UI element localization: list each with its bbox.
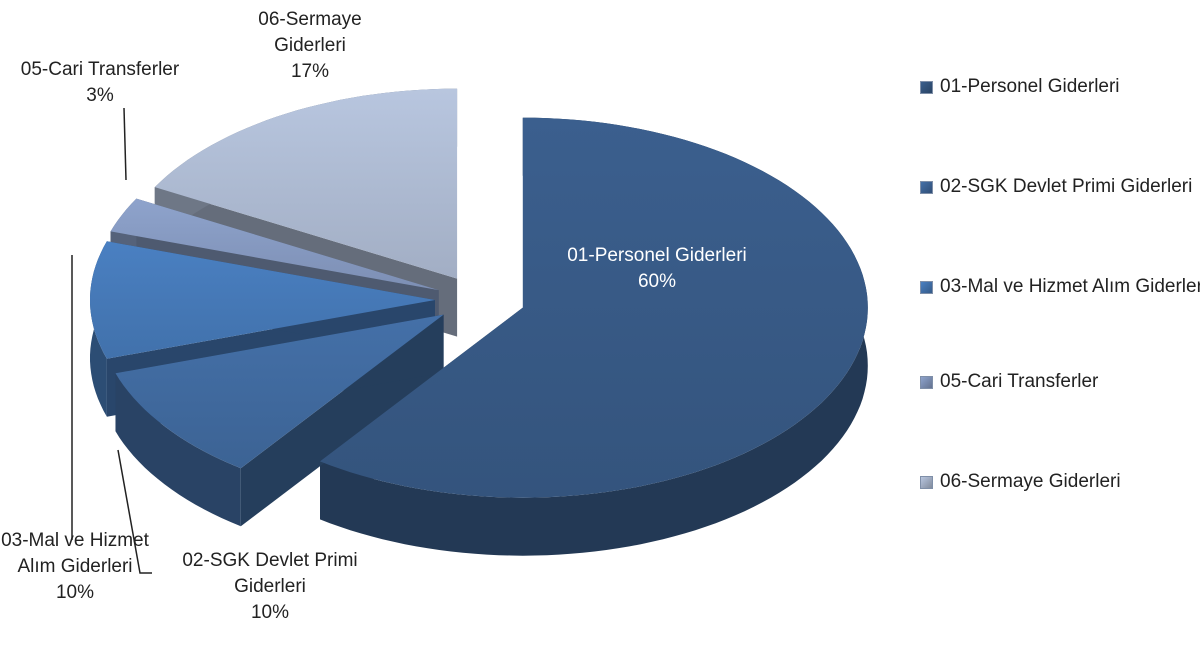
data-label: 02-SGK Devlet Primi Giderleri 10%: [170, 548, 370, 626]
data-label-name: 03-Mal ve Hizmet Alım Giderleri: [1, 530, 149, 577]
slice-outer-wall: [115, 373, 241, 527]
data-label-value: 3%: [86, 85, 114, 106]
data-label: 03-Mal ve Hizmet Alım Giderleri 10%: [0, 528, 150, 606]
legend-item: 01-Personel Giderleri: [920, 72, 1200, 102]
data-label-value: 17%: [290, 61, 330, 82]
legend-label: 02-SGK Devlet Primi Giderleri: [940, 176, 1193, 197]
data-label-value: 60%: [637, 271, 677, 292]
legend-swatch: [920, 376, 933, 389]
pie-slice: [154, 88, 458, 279]
legend-swatch: [920, 181, 933, 194]
slice-outer-wall: [320, 117, 868, 556]
data-label: 06-Sermaye Giderleri 17%: [230, 7, 390, 85]
data-label-name: 05-Cari Transferler: [20, 59, 180, 80]
legend-swatch: [920, 281, 933, 294]
legend-label: 03-Mal ve Hizmet Alım Giderleri: [940, 276, 1200, 297]
legend-item: 06-Sermaye Giderleri: [920, 467, 1200, 497]
legend-label: 01-Personel Giderleri: [940, 76, 1120, 97]
data-label-value: 10%: [55, 582, 95, 603]
pie-slice: [110, 198, 439, 291]
data-label-name: 06-Sermaye Giderleri: [258, 9, 362, 56]
data-label-value: 10%: [250, 602, 290, 623]
data-label: 05-Cari Transferler 3%: [0, 57, 200, 109]
legend-swatch: [920, 81, 933, 94]
legend-label: 06-Sermaye Giderleri: [940, 471, 1121, 492]
legend-item: 03-Mal ve Hizmet Alım Giderleri: [920, 272, 1200, 302]
legend-item: 02-SGK Devlet Primi Giderleri: [920, 172, 1200, 202]
legend-item: 05-Cari Transferler: [920, 367, 1200, 397]
data-label: 01-Personel Giderleri 60%: [567, 243, 747, 295]
pie-slice: [115, 314, 444, 469]
pie-slice: [90, 241, 435, 359]
leader-line: [123, 107, 127, 181]
legend-swatch: [920, 476, 933, 489]
legend-label: 05-Cari Transferler: [940, 371, 1099, 392]
data-label-name: 02-SGK Devlet Primi Giderleri: [182, 550, 358, 597]
data-label-name: 01-Personel Giderleri: [567, 245, 747, 266]
pie-slice: [320, 117, 868, 498]
leader-line: [117, 449, 152, 574]
